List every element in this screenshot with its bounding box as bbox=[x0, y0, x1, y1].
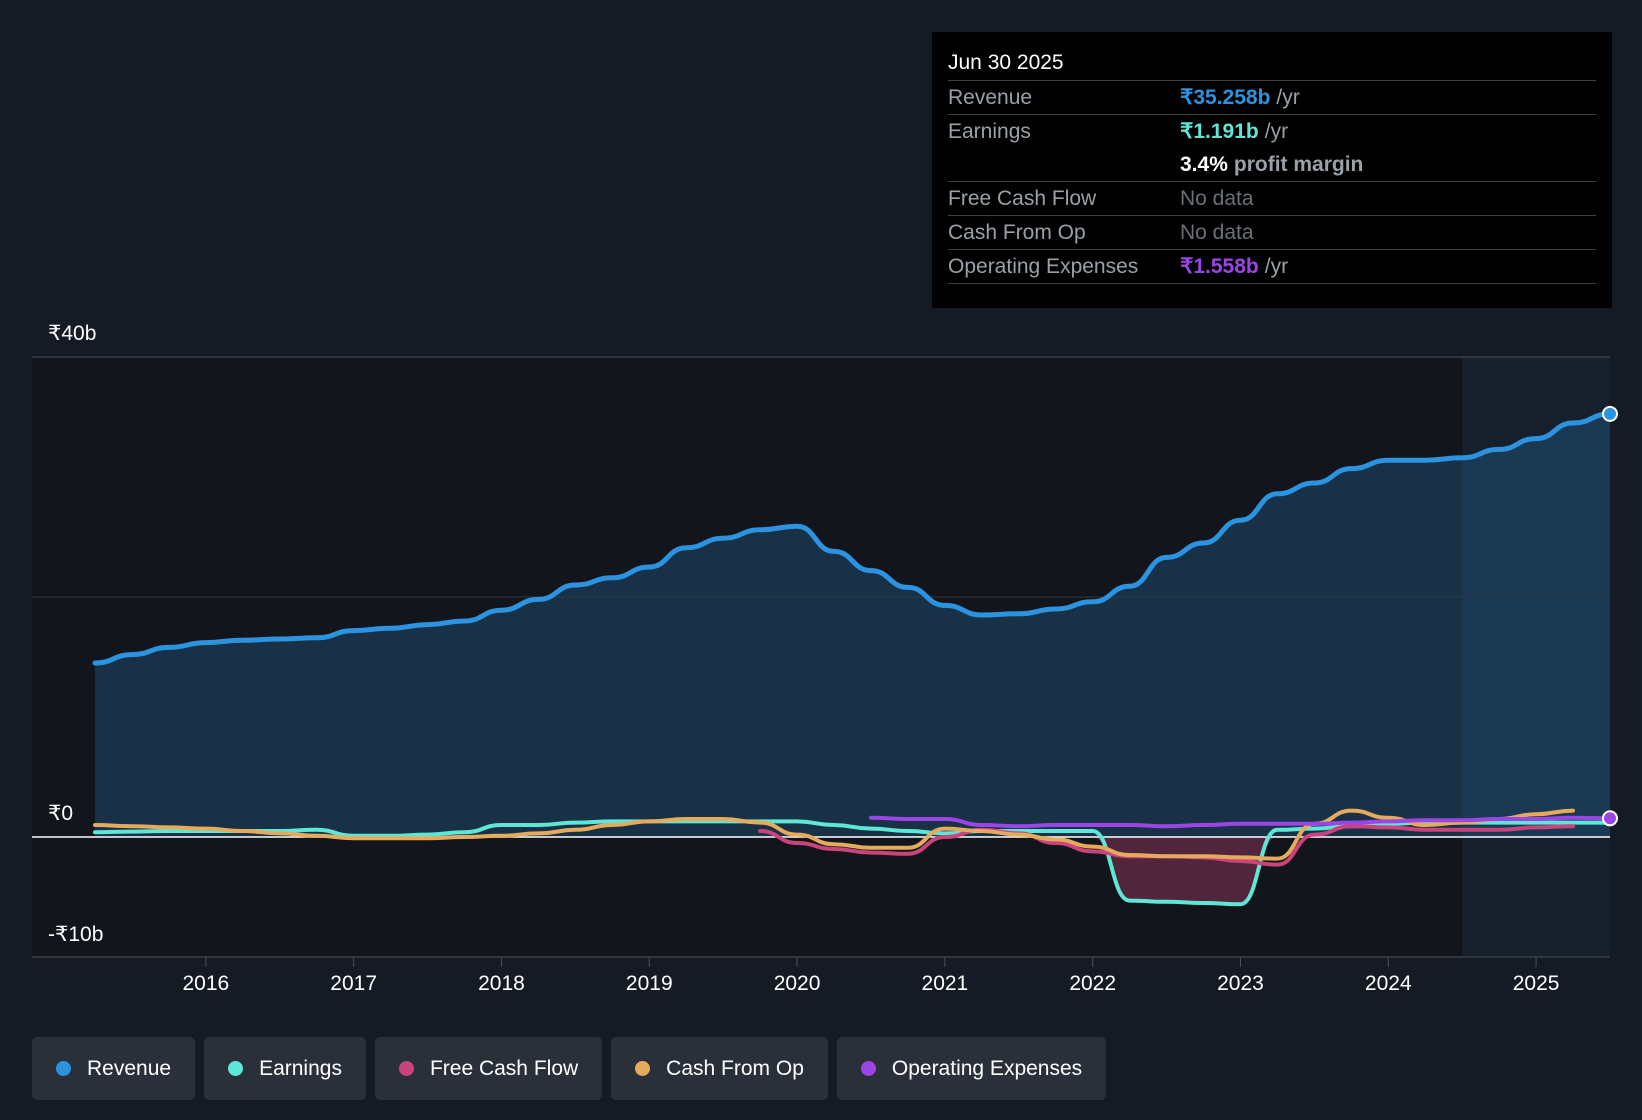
x-tick-label: 2019 bbox=[626, 972, 673, 995]
tooltip-row-cfo: Cash From Op No data bbox=[948, 216, 1596, 250]
tooltip-date: Jun 30 2025 bbox=[948, 46, 1596, 81]
plot-background bbox=[32, 357, 1610, 957]
tooltip-earnings-value: ₹1.191b bbox=[1180, 120, 1259, 143]
series-line-cash-from-op bbox=[93, 808, 1575, 861]
tooltip-earnings-label: Earnings bbox=[948, 120, 1031, 143]
y-axis-labels: ₹40b ₹0 -₹10b bbox=[48, 322, 103, 946]
legend-item-free-cash-flow[interactable]: Free Cash Flow bbox=[374, 1037, 603, 1100]
legend-label-revenue: Revenue bbox=[87, 1056, 172, 1080]
x-tick-label: 2016 bbox=[182, 972, 229, 995]
tooltip-earnings-unit: /yr bbox=[1264, 120, 1289, 143]
tooltip-opex-label: Operating Expenses bbox=[948, 255, 1139, 278]
legend-item-operating-expenses[interactable]: Operating Expenses bbox=[836, 1037, 1107, 1100]
y-axis-label: ₹0 bbox=[48, 802, 73, 825]
end-marker-revenue bbox=[1602, 405, 1618, 422]
legend-dot-revenue bbox=[56, 1061, 71, 1076]
x-tick-label: 2025 bbox=[1513, 972, 1560, 995]
x-tick-label: 2023 bbox=[1217, 972, 1264, 995]
end-markers bbox=[1602, 405, 1618, 827]
x-axis-ticks: 2016 2017 2018 2019 2020 2021 2022 2023 2024 2025 bbox=[182, 957, 1559, 995]
legend-label-free-cash-flow: Free Cash Flow bbox=[429, 1056, 579, 1080]
tooltip-panel: Jun 30 2025 Revenue ₹35.258b/yr Earnings… bbox=[932, 32, 1612, 308]
tooltip-margin-value: 3.4% bbox=[1180, 153, 1228, 176]
legend-dot-earnings bbox=[228, 1061, 244, 1076]
legend-item-cash-from-op[interactable]: Cash From Op bbox=[611, 1037, 828, 1100]
x-tick-label: 2018 bbox=[478, 972, 525, 995]
forecast-band bbox=[1462, 357, 1610, 957]
x-tick-label: 2017 bbox=[330, 972, 377, 995]
tooltip-cfo-label: Cash From Op bbox=[948, 221, 1086, 244]
tooltip-fcf-label: Free Cash Flow bbox=[948, 187, 1097, 210]
series-line-revenue bbox=[92, 411, 1613, 666]
chart-area: 2016 2017 2018 2019 2020 2021 2022 2023 2024 2025… bbox=[32, 322, 1618, 995]
y-axis-label: ₹40b bbox=[48, 322, 96, 345]
legend-label-cash-from-op: Cash From Op bbox=[666, 1056, 804, 1080]
tooltip-row-revenue: Revenue ₹35.258b/yr bbox=[948, 81, 1596, 115]
tooltip-margin-text: profit margin bbox=[1233, 153, 1364, 176]
x-tick-label: 2020 bbox=[774, 972, 821, 995]
x-tick-label: 2022 bbox=[1069, 972, 1116, 995]
x-tick-label: 2024 bbox=[1365, 972, 1412, 995]
tooltip-opex-value: ₹1.558b bbox=[1180, 255, 1259, 278]
legend-label-operating-expenses: Operating Expenses bbox=[891, 1056, 1083, 1080]
series-lines bbox=[92, 411, 1613, 907]
y-axis-label: -₹10b bbox=[48, 923, 103, 946]
legend-item-earnings[interactable]: Earnings bbox=[204, 1037, 366, 1100]
revenue-area-fill bbox=[95, 413, 1610, 837]
tooltip-row-earnings: Earnings ₹1.191b/yr bbox=[948, 115, 1596, 148]
chart-legend: Revenue Earnings Free Cash Flow Cash Fro… bbox=[32, 1037, 1107, 1100]
legend-item-revenue[interactable]: Revenue bbox=[32, 1037, 196, 1100]
tooltip-revenue-unit: /yr bbox=[1276, 86, 1300, 109]
tooltip-revenue-value: ₹35.258b bbox=[1180, 86, 1271, 109]
end-marker-operating-expenses bbox=[1602, 810, 1618, 827]
legend-dot-free-cash-flow bbox=[398, 1061, 414, 1076]
legend-dot-operating-expenses bbox=[860, 1061, 876, 1076]
tooltip-row-opex: Operating Expenses ₹1.558b/yr bbox=[948, 250, 1596, 284]
tooltip-cfo-value: No data bbox=[1180, 221, 1254, 244]
tooltip-row-margin: 3.4% profit margin bbox=[948, 148, 1596, 182]
legend-label-earnings: Earnings bbox=[259, 1056, 342, 1080]
tooltip-opex-unit: /yr bbox=[1264, 255, 1289, 278]
legend-dot-cash-from-op bbox=[635, 1061, 651, 1076]
tooltip-fcf-value: No data bbox=[1180, 187, 1254, 210]
x-tick-label: 2021 bbox=[922, 972, 969, 995]
tooltip-revenue-label: Revenue bbox=[948, 86, 1033, 109]
series-line-operating-expenses bbox=[869, 815, 1612, 829]
tooltip-row-fcf: Free Cash Flow No data bbox=[948, 182, 1596, 216]
